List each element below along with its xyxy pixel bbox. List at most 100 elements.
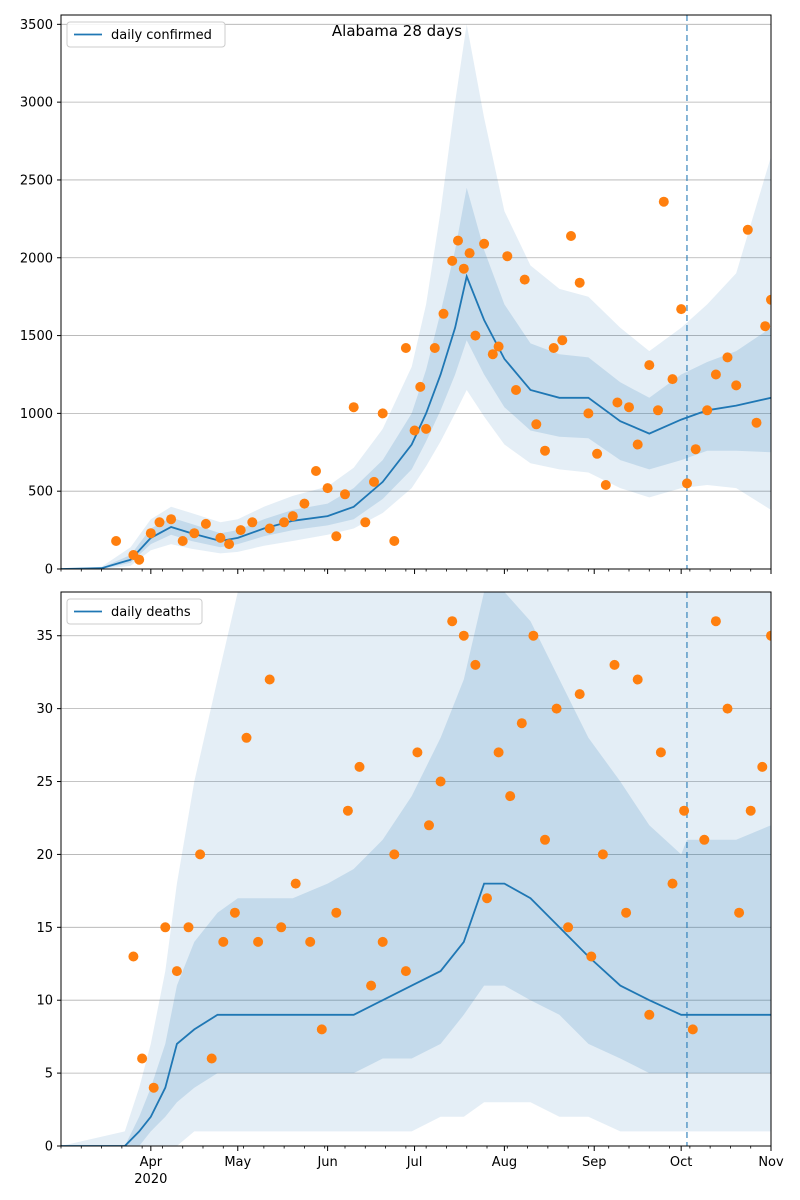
observed-point (287, 511, 298, 522)
observed-point (331, 907, 342, 918)
observed-point (653, 405, 663, 416)
observed-point (429, 343, 440, 353)
observed-point (667, 878, 678, 889)
y-tick-label: 0 (45, 1140, 53, 1155)
observed-point (710, 369, 721, 380)
observed-point (189, 528, 200, 539)
observed-point (154, 517, 165, 528)
observed-point (438, 308, 449, 319)
observed-point (171, 966, 182, 977)
observed-point (621, 907, 632, 918)
observed-point (137, 1053, 148, 1064)
y-tick-label: 500 (28, 485, 53, 500)
observed-point (458, 263, 469, 274)
y-tick-label: 30 (36, 702, 53, 717)
observed-point (644, 1009, 655, 1020)
axes-frame (60, 14, 772, 570)
observed-point (290, 878, 301, 889)
observed-point (766, 630, 771, 641)
observed-point (760, 321, 771, 332)
observed-point (299, 498, 310, 509)
observed-point (148, 1082, 159, 1093)
x-tick-label: Jun (316, 1155, 337, 1170)
observed-point (206, 1053, 217, 1064)
observed-point (311, 466, 321, 476)
observed-point (511, 385, 521, 395)
model-line (61, 882, 771, 1146)
y-tick-label: 0 (45, 563, 53, 578)
observed-point (519, 274, 530, 285)
plot-area (61, 592, 771, 1146)
observed-point (322, 483, 333, 494)
observed-point (348, 402, 359, 413)
observed-point (612, 397, 623, 408)
observed-point (264, 674, 275, 685)
observed-point (389, 849, 400, 860)
observed-point (166, 514, 177, 525)
x-tick-sublabel: 2020 (134, 1172, 167, 1187)
observed-point (722, 703, 733, 714)
observed-point (531, 419, 542, 430)
deaths-panel: 0 5 10 15 20 25 30 35 Apr 2020 May Jun Jul Aug Sep Oct N… (36, 591, 784, 1187)
observed-point (679, 805, 690, 816)
x-tick-label: Oct (670, 1155, 692, 1170)
observed-point (632, 439, 643, 450)
legend: daily deaths (66, 598, 203, 625)
observed-point (215, 532, 226, 543)
observed-point (609, 659, 620, 670)
observed-point (574, 277, 585, 288)
observed-point (502, 251, 513, 262)
legend: daily confirmed (66, 21, 226, 48)
observed-point (409, 425, 420, 436)
observed-point (548, 343, 559, 353)
observed-point (447, 255, 458, 266)
legend-box (66, 21, 226, 48)
observed-point (229, 907, 240, 918)
observed-point (702, 405, 713, 416)
observed-point (557, 335, 568, 346)
observed-point (389, 536, 400, 546)
observed-point (592, 448, 603, 459)
observed-point (224, 539, 235, 550)
observed-point (342, 805, 353, 816)
observed-point (369, 476, 379, 487)
outer-band (61, 592, 771, 1146)
model-line (61, 273, 771, 569)
observed-point (235, 525, 246, 536)
observed-point (734, 907, 745, 918)
observed-point (751, 417, 762, 428)
y-tick-label: 1000 (20, 407, 53, 422)
y-tick-label: 15 (36, 921, 53, 936)
observed-point (305, 936, 316, 947)
observed-point (276, 922, 287, 933)
observed-point (377, 408, 388, 419)
x-tick-label: Aug (492, 1155, 517, 1170)
observed-point (458, 630, 469, 641)
outer-band (61, 24, 771, 569)
y-tick-label: 2500 (20, 173, 53, 188)
observed-point (632, 674, 643, 685)
x-tick-label: Jul (406, 1155, 423, 1170)
y-tick-label: 35 (36, 629, 53, 644)
observed-point (400, 966, 411, 977)
observed-point (745, 805, 756, 816)
observed-point (667, 374, 678, 385)
observed-point (424, 820, 434, 831)
observed-point (487, 349, 498, 360)
observed-point (482, 893, 492, 904)
observed-point (412, 747, 423, 758)
observed-point (111, 536, 122, 546)
y-tick-label: 3500 (20, 18, 53, 33)
observed-point (742, 224, 753, 235)
observed-point (360, 517, 371, 528)
legend-label: daily confirmed (111, 28, 212, 43)
observed-point (676, 304, 687, 315)
observed-point (400, 343, 411, 353)
observed-point (218, 936, 229, 947)
x-tick-label: Apr (140, 1155, 163, 1170)
observed-point (340, 489, 350, 500)
observed-point (453, 235, 463, 246)
observed-point (479, 238, 490, 249)
y-tick-label: 1500 (20, 329, 53, 344)
